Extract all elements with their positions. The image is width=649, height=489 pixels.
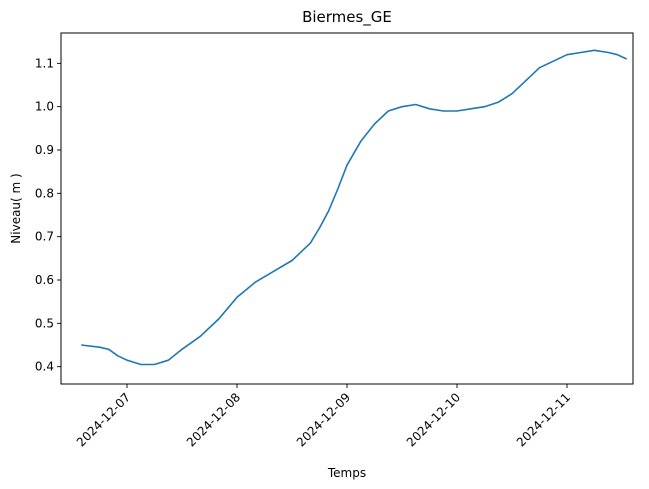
x-axis: 2024-12-07 2024-12-08 2024-12-09 2024-12-10… xyxy=(74,384,573,449)
x-tick-label: 2024-12-11 xyxy=(514,390,573,449)
x-tick-label: 2024-12-08 xyxy=(184,390,243,449)
x-tick-label: 2024-12-09 xyxy=(294,390,353,449)
plot-area-frame xyxy=(60,32,634,385)
chart-title: Biermes_GE xyxy=(302,8,392,27)
x-tick-label: 2024-12-10 xyxy=(404,390,463,449)
y-tick-label: 0.5 xyxy=(35,316,54,330)
y-tick-label: 1.0 xyxy=(35,100,54,114)
y-axis-label: Niveau( m ) xyxy=(9,173,23,243)
y-axis: 0.4 0.5 0.6 0.7 0.8 0.9 1.0 1.1 xyxy=(35,56,61,374)
y-tick-label: 0.7 xyxy=(35,230,54,244)
y-tick-label: 0.9 xyxy=(35,143,54,157)
y-tick-label: 1.1 xyxy=(35,56,54,70)
y-tick-label: 0.8 xyxy=(35,186,54,200)
x-axis-label: Temps xyxy=(327,466,366,480)
x-tick-label: 2024-12-07 xyxy=(74,390,133,449)
y-tick-label: 0.6 xyxy=(35,273,54,287)
y-tick-label: 0.4 xyxy=(35,360,54,374)
series-line xyxy=(81,49,627,366)
